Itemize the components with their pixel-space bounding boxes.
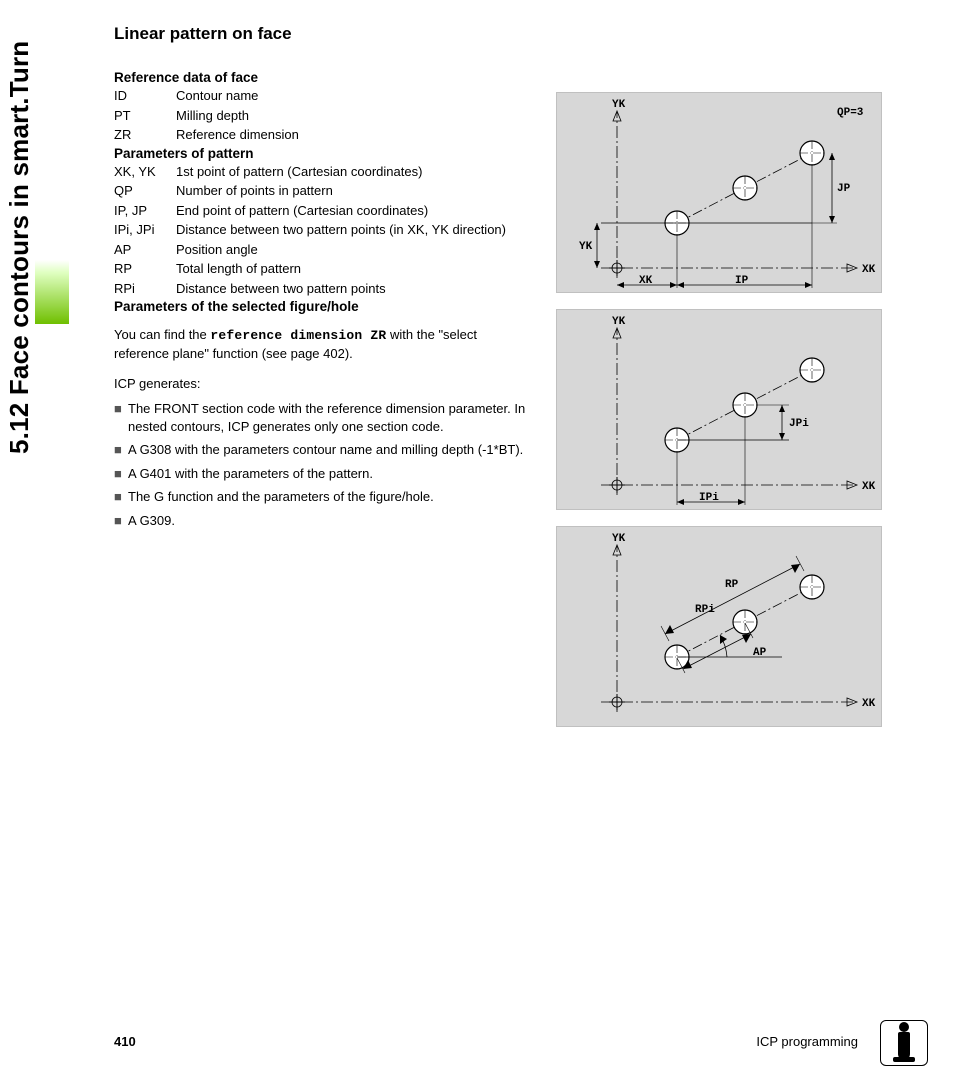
- param-code: PT: [114, 107, 176, 125]
- diagram-2: YK XK JPi IPi: [556, 309, 882, 510]
- footer-label: ICP programming: [756, 1034, 858, 1049]
- list-item: ■The FRONT section code with the referen…: [114, 400, 534, 435]
- param-desc: Position angle: [176, 241, 536, 259]
- svg-text:YK: YK: [612, 99, 626, 111]
- list-item: ■A G308 with the parameters contour name…: [114, 441, 534, 459]
- param-desc: 1st point of pattern (Cartesian coordina…: [176, 163, 536, 181]
- svg-text:XK: XK: [862, 481, 876, 493]
- svg-text:XK: XK: [639, 275, 653, 287]
- body-paragraph-2: ICP generates:: [114, 375, 534, 393]
- bullet-icon: ■: [114, 488, 128, 506]
- section-head-reference: Reference data of face: [114, 70, 894, 85]
- bullet-icon: ■: [114, 512, 128, 530]
- list-text: A G309.: [128, 512, 534, 530]
- list-item: ■The G function and the parameters of th…: [114, 488, 534, 506]
- svg-text:XK: XK: [862, 264, 876, 276]
- param-code: IP, JP: [114, 202, 176, 220]
- svg-text:QP=3: QP=3: [837, 107, 864, 119]
- param-desc: Total length of pattern: [176, 260, 536, 278]
- svg-text:YK: YK: [579, 241, 593, 253]
- section-heading: 5.12 Face contours in smart.Turn: [4, 41, 35, 454]
- param-desc: Contour name: [176, 87, 536, 105]
- page-footer: 410 ICP programming: [0, 1024, 954, 1074]
- param-code: XK, YK: [114, 163, 176, 181]
- list-item: ■A G309.: [114, 512, 534, 530]
- body1-mono: reference dimension ZR: [210, 328, 386, 343]
- list-text: A G401 with the parameters of the patter…: [128, 465, 534, 483]
- svg-text:RPi: RPi: [695, 604, 715, 616]
- svg-text:YK: YK: [612, 316, 626, 328]
- diagram-1: YK XK QP=3 JP YK XK IP: [556, 92, 882, 293]
- param-code: ZR: [114, 126, 176, 144]
- list-text: A G308 with the parameters contour name …: [128, 441, 534, 459]
- param-code: IPi, JPi: [114, 221, 176, 239]
- param-code: RP: [114, 260, 176, 278]
- list-text: The FRONT section code with the referenc…: [128, 400, 534, 435]
- svg-text:XK: XK: [862, 698, 876, 710]
- svg-text:RP: RP: [725, 579, 739, 591]
- page-number: 410: [114, 1034, 136, 1049]
- list-text: The G function and the parameters of the…: [128, 488, 534, 506]
- list-item: ■A G401 with the parameters of the patte…: [114, 465, 534, 483]
- param-code: ID: [114, 87, 176, 105]
- tab-highlight: [35, 260, 69, 324]
- param-code: AP: [114, 241, 176, 259]
- diagram-3: YK XK RP RPi AP: [556, 526, 882, 727]
- bullet-icon: ■: [114, 465, 128, 483]
- svg-text:YK: YK: [612, 533, 626, 545]
- body1-pre: You can find the: [114, 327, 210, 342]
- param-code: RPi: [114, 280, 176, 298]
- diagram-column: YK XK QP=3 JP YK XK IP: [556, 92, 882, 743]
- svg-text:AP: AP: [753, 647, 767, 659]
- info-icon: [880, 1020, 928, 1066]
- param-desc: Distance between two pattern points: [176, 280, 536, 298]
- body-paragraph-1: You can find the reference dimension ZR …: [114, 326, 534, 362]
- section-tab: 5.12 Face contours in smart.Turn: [35, 24, 71, 454]
- icp-list: ■The FRONT section code with the referen…: [114, 400, 534, 529]
- bullet-icon: ■: [114, 441, 128, 459]
- svg-text:JP: JP: [837, 183, 851, 195]
- param-desc: End point of pattern (Cartesian coordina…: [176, 202, 536, 220]
- svg-text:JPi: JPi: [789, 418, 809, 430]
- param-desc: Number of points in pattern: [176, 182, 536, 200]
- param-desc: Milling depth: [176, 107, 536, 125]
- svg-text:IPi: IPi: [699, 492, 719, 504]
- param-code: QP: [114, 182, 176, 200]
- bullet-icon: ■: [114, 400, 128, 435]
- page-title: Linear pattern on face: [114, 24, 894, 44]
- svg-text:IP: IP: [735, 275, 749, 287]
- param-desc: Reference dimension: [176, 126, 536, 144]
- param-desc: Distance between two pattern points (in …: [176, 221, 536, 239]
